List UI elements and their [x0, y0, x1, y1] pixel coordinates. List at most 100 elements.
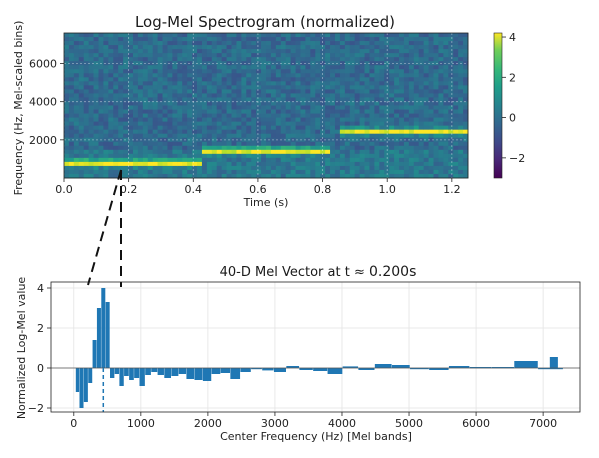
spectrogram-cell: [231, 81, 237, 86]
spectrogram-cell: [64, 77, 70, 82]
spectrogram-cell: [137, 41, 144, 46]
spectrogram-cell: [68, 77, 75, 82]
spectrogram-cell: [162, 113, 168, 118]
spectrogram-cell: [261, 33, 267, 38]
spectrogram-cell: [290, 45, 296, 50]
spectrogram-cell: [443, 137, 449, 143]
spectrogram-cell: [458, 89, 464, 94]
spectrogram-cell: [78, 121, 85, 127]
spectrogram-cell: [280, 85, 287, 90]
spectrogram-cell: [423, 141, 429, 147]
spectrogram-cell: [330, 169, 336, 175]
spectrogram-cell: [458, 125, 464, 131]
spectrogram-cell: [325, 101, 331, 106]
spectrogram-cell: [379, 53, 385, 58]
spectrogram-cell: [354, 57, 361, 62]
spectrogram-cell: [221, 133, 227, 139]
spectrogram-cell: [266, 101, 272, 106]
spectrogram-cell: [413, 145, 420, 151]
spectrogram-cell: [197, 125, 203, 131]
spectrogram-cell: [448, 93, 454, 98]
spectrogram-cell: [147, 141, 154, 147]
spectrogram-cell: [394, 89, 400, 94]
spectrogram-cell: [379, 149, 385, 155]
spectrogram-cell: [201, 69, 208, 74]
spectrogram-cell: [389, 117, 395, 123]
spectrogram-cell: [266, 77, 272, 82]
spectrogram-cell: [384, 85, 390, 90]
spectrogram-cell: [98, 69, 104, 74]
spectrogram-cell: [236, 37, 242, 42]
spectrogram-cell: [152, 145, 159, 151]
spectrogram-cell: [413, 117, 420, 123]
spectrogram-cell: [162, 81, 168, 86]
spectrogram-cell: [354, 137, 361, 143]
spectrogram-cell: [187, 133, 193, 139]
spectrogram-cell: [172, 53, 178, 58]
spectrogram-cell: [359, 113, 365, 118]
spectrogram-cell: [251, 141, 257, 147]
spectrogram-cell: [241, 165, 247, 171]
spectrogram-cell: [374, 133, 380, 139]
spectrogram-cell: [162, 117, 168, 123]
spectrogram-cell: [113, 169, 119, 175]
spectrogram-cell: [108, 141, 114, 147]
spectrogram-cell: [132, 77, 139, 82]
spectrogram-cell: [231, 93, 237, 98]
spectrogram-cell: [108, 109, 114, 114]
spectrogram-cell: [300, 153, 306, 159]
spectrogram-cell: [428, 57, 434, 62]
spectrogram-cell: [463, 109, 469, 114]
spectrogram-cell: [354, 81, 361, 86]
spectrogram-cell: [339, 73, 346, 78]
spectrogram-cell: [344, 141, 351, 147]
spectrogram-cell: [339, 49, 346, 54]
spectrogram-cell: [349, 69, 356, 74]
spectrogram-cell: [93, 97, 99, 102]
spectrogram-cell: [251, 69, 257, 74]
spectrogram-cell: [226, 65, 232, 70]
spectrogram-cell: [453, 93, 459, 98]
spectrogram-cell: [261, 165, 267, 171]
spectrogram-cell: [261, 145, 267, 151]
spectrogram-cell: [172, 157, 178, 163]
spectrogram-cell: [241, 37, 247, 42]
spectrogram-cell: [192, 153, 198, 159]
spectrogram-cell: [413, 61, 420, 66]
vector-frame: [50, 281, 581, 413]
spectrogram-cell: [443, 133, 449, 139]
spectrogram-cell: [394, 37, 400, 42]
spectrogram-cell: [132, 105, 139, 110]
spectrogram-cell: [266, 129, 272, 135]
spectrogram-cell: [197, 137, 203, 143]
spectrogram-cell: [241, 93, 247, 98]
spectrogram-cell: [349, 137, 356, 143]
spectrogram-cell: [251, 113, 257, 118]
spectrogram-cell: [320, 153, 326, 159]
spectrogram-cell: [157, 37, 163, 42]
spectrogram-cell: [364, 153, 370, 159]
spectrogram-cell: [359, 141, 365, 147]
spectrogram-cell: [118, 73, 124, 78]
spectrogram-cell: [339, 101, 346, 106]
spectrogram-cell: [68, 45, 75, 50]
spectrogram-cell: [364, 77, 370, 82]
spectrogram-cell: [275, 117, 282, 123]
spectrogram-cell: [339, 33, 346, 38]
spectrogram-cell: [98, 81, 104, 86]
spectrogram-cell: [83, 125, 90, 131]
spectrogram-cell: [344, 117, 351, 123]
spectrogram-cell: [290, 121, 296, 127]
spectrogram-cell: [256, 133, 262, 139]
spectrogram-cell: [359, 93, 365, 98]
spectrogram-cell: [403, 161, 410, 167]
spectrogram-cell: [305, 45, 311, 50]
spectrogram-cell: [83, 69, 90, 74]
spectrogram-cell: [300, 49, 306, 54]
spectrogram-cell: [305, 89, 311, 94]
spectrogram-cell: [320, 149, 326, 155]
spectrogram-cell: [187, 61, 193, 66]
vector-bar: [342, 366, 359, 368]
spectrogram-cell: [211, 41, 218, 46]
spectrogram-cell: [197, 93, 203, 98]
